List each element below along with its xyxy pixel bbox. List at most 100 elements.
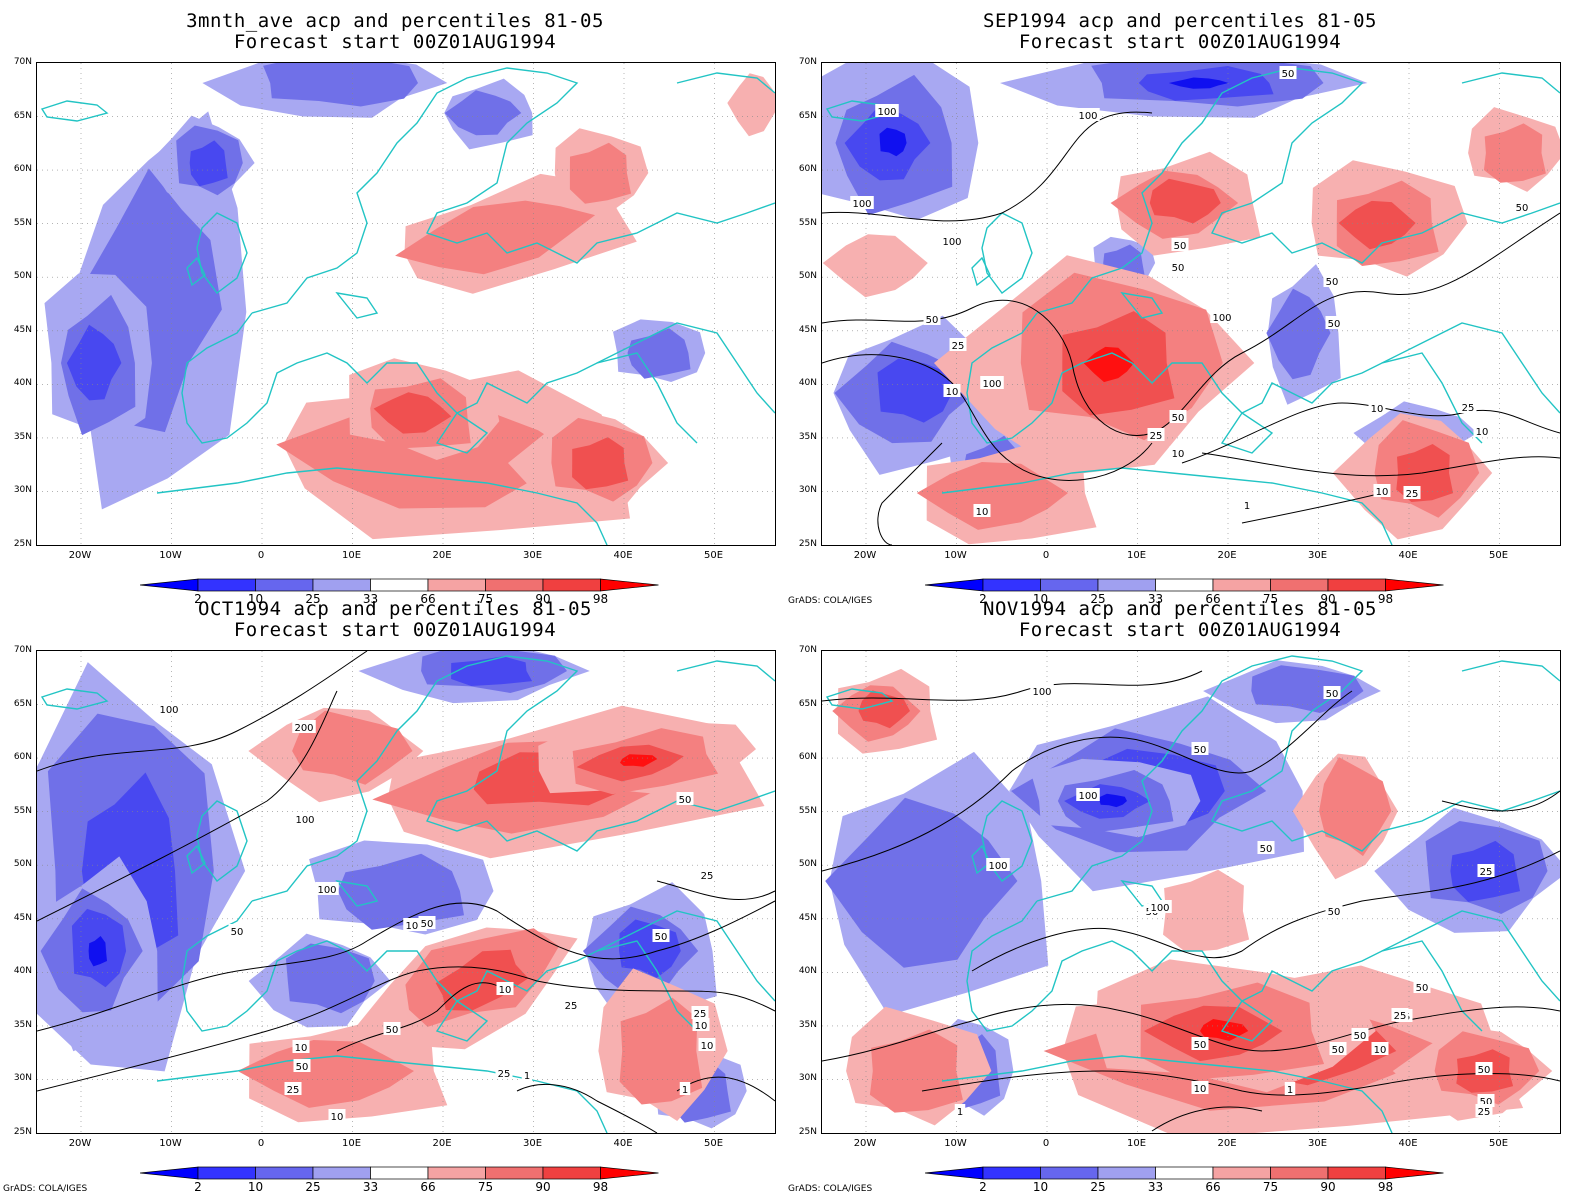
latitude-label: 25N bbox=[13, 1127, 32, 1137]
svg-text:25: 25 bbox=[287, 1085, 300, 1096]
longitude-label: 0 bbox=[1042, 550, 1050, 561]
latitude-label: 25N bbox=[13, 539, 32, 549]
colorbar-label: 10 bbox=[1032, 592, 1049, 606]
svg-text:50: 50 bbox=[1282, 69, 1295, 80]
contour-label: 25 bbox=[1477, 864, 1495, 878]
svg-text:25: 25 bbox=[1480, 867, 1493, 878]
svg-text:50: 50 bbox=[679, 795, 692, 806]
contour-label: 25 bbox=[284, 1082, 302, 1096]
svg-text:10: 10 bbox=[1376, 487, 1389, 498]
svg-text:100: 100 bbox=[1212, 313, 1231, 324]
panel-subtitle: Forecast start 00Z01AUG1994 bbox=[1018, 31, 1342, 53]
contour-label: 50 bbox=[1169, 260, 1187, 274]
colorbar-label: 25 bbox=[1090, 1180, 1106, 1194]
contour-label: 50 bbox=[1171, 238, 1189, 252]
latitude-label: 60N bbox=[798, 752, 817, 763]
longitude-label: 40E bbox=[1398, 550, 1418, 561]
contour-label: 100 bbox=[875, 104, 899, 118]
svg-text:10: 10 bbox=[331, 1112, 344, 1123]
contour-label: 10 bbox=[292, 1040, 310, 1054]
svg-text:50: 50 bbox=[1194, 1040, 1207, 1051]
latitude-label: 70N bbox=[798, 57, 817, 67]
contour-label: 50 bbox=[228, 924, 246, 938]
latitude-label: 25N bbox=[798, 1127, 817, 1137]
colorbar-label: 10 bbox=[1032, 1180, 1049, 1194]
colorbar-scale bbox=[925, 1166, 1444, 1180]
contour-label: 100 bbox=[1030, 684, 1054, 698]
svg-text:10: 10 bbox=[1374, 1045, 1387, 1056]
contour-label: 50 bbox=[1191, 1037, 1209, 1051]
credit-text: GrADS: COLA/IGES bbox=[788, 596, 873, 606]
latitude-label: 30N bbox=[13, 1073, 32, 1084]
latitude-label: 45N bbox=[13, 912, 32, 923]
colorbar-swatch bbox=[1327, 1166, 1386, 1180]
colorbar-label: 25 bbox=[305, 592, 321, 606]
below-normal-region bbox=[1168, 77, 1229, 89]
longitude-label: 40E bbox=[613, 550, 633, 561]
longitude-label: 10W bbox=[159, 550, 182, 561]
colorbar-label: 25 bbox=[305, 1180, 321, 1194]
panel-subtitle: Forecast start 00Z01AUG1994 bbox=[233, 619, 557, 641]
colorbar-swatch bbox=[312, 1166, 371, 1180]
contour-label: 1 bbox=[954, 1104, 966, 1118]
latitude-label: 55N bbox=[13, 805, 32, 816]
panel-subtitle: Forecast start 00Z01AUG1994 bbox=[1018, 619, 1342, 641]
above-normal-region bbox=[822, 234, 928, 298]
below-normal-region bbox=[879, 127, 907, 157]
latitude-label: 65N bbox=[798, 110, 817, 121]
longitude-label: 40E bbox=[1398, 1138, 1418, 1149]
svg-text:50: 50 bbox=[1332, 1045, 1345, 1056]
svg-text:1: 1 bbox=[1287, 1085, 1293, 1096]
svg-text:100: 100 bbox=[942, 237, 961, 248]
contour-label: 100 bbox=[1210, 310, 1234, 324]
colorbar-scale bbox=[925, 578, 1444, 592]
svg-text:25: 25 bbox=[498, 1069, 511, 1080]
triangle-arrow bbox=[600, 1166, 659, 1180]
above-normal-region bbox=[1149, 178, 1221, 224]
longitude-label: 20W bbox=[68, 550, 92, 561]
colorbar-label: 90 bbox=[535, 1180, 551, 1194]
longitude-label: 10W bbox=[944, 1138, 967, 1149]
colorbar-label: 75 bbox=[477, 592, 494, 606]
latitude-label: 60N bbox=[13, 164, 32, 175]
svg-text:50: 50 bbox=[421, 919, 434, 930]
contour-label: 50 bbox=[1413, 980, 1431, 994]
colorbar-label: 90 bbox=[535, 592, 551, 606]
contour-label: 50 bbox=[1325, 904, 1343, 918]
latitude-label: 60N bbox=[798, 164, 817, 175]
above-normal-region bbox=[1163, 869, 1250, 953]
contour-label: 25 bbox=[495, 1066, 513, 1080]
above-normal-region bbox=[292, 710, 413, 785]
longitude-label: 0 bbox=[257, 550, 265, 561]
contour-label: 10 bbox=[1191, 1081, 1209, 1095]
colorbar-label: 66 bbox=[1205, 592, 1221, 606]
contour-label: 100 bbox=[850, 196, 874, 210]
svg-text:50: 50 bbox=[1328, 907, 1341, 918]
above-normal-region bbox=[395, 200, 596, 275]
below-normal-region bbox=[263, 63, 418, 107]
latitude-label: 50N bbox=[13, 859, 32, 870]
anomaly-field bbox=[37, 63, 775, 545]
longitude-label: 10E bbox=[341, 1138, 362, 1149]
coastline-outline bbox=[40, 655, 775, 1133]
above-normal-region bbox=[1338, 200, 1416, 250]
colorbar-label: 98 bbox=[1377, 1180, 1394, 1194]
latitude-label: 45N bbox=[798, 324, 817, 335]
colorbar-label: 90 bbox=[1320, 592, 1336, 606]
contour-label: 50 bbox=[676, 792, 694, 806]
map-area: 100 200 100 50 100 100 50 50 50 25 10 25 50 25 10 25 50 2… bbox=[36, 650, 776, 1134]
triangle-arrow bbox=[600, 578, 659, 592]
svg-text:10: 10 bbox=[1476, 427, 1489, 438]
contour-label: 100 bbox=[940, 234, 964, 248]
svg-text:100: 100 bbox=[852, 199, 871, 210]
colorbar-label: 98 bbox=[592, 1180, 609, 1194]
svg-text:50: 50 bbox=[1516, 203, 1529, 214]
colorbar-label: 75 bbox=[477, 1180, 494, 1194]
contour-label: 50 bbox=[1257, 841, 1275, 855]
longitude-label: 20E bbox=[1217, 550, 1237, 561]
svg-text:100: 100 bbox=[1078, 111, 1097, 122]
svg-text:10: 10 bbox=[701, 1041, 714, 1052]
longitude-label: 30E bbox=[1307, 550, 1328, 561]
contour-label: 50 bbox=[1323, 686, 1341, 700]
svg-text:50: 50 bbox=[1478, 1065, 1491, 1076]
